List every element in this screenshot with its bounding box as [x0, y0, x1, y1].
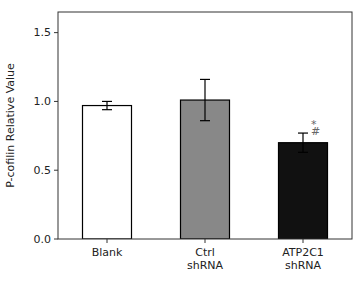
x-tick-label-line: shRNA [187, 259, 224, 272]
y-tick [54, 101, 58, 102]
error-bar [298, 133, 308, 152]
error-bar [200, 79, 210, 120]
bar [279, 143, 328, 239]
y-tick [54, 170, 58, 171]
error-line [204, 79, 205, 120]
error-cap [102, 109, 112, 110]
chart-svg: 0.00.51.01.5BlankCtrlshRNAATP2C1shRNAP-c… [0, 0, 364, 283]
x-tick-label-line: Blank [92, 246, 123, 259]
error-cap [298, 132, 308, 133]
x-tick-label: CtrlshRNA [187, 246, 224, 272]
x-tick-label-line: shRNA [285, 259, 322, 272]
error-line [302, 133, 303, 152]
plot-frame [58, 12, 352, 239]
error-line [106, 101, 107, 109]
error-cap [298, 152, 308, 153]
bar [181, 100, 230, 239]
error-cap [200, 120, 210, 121]
error-bar [102, 101, 112, 109]
y-tick [54, 239, 58, 240]
annotation: # [311, 125, 320, 138]
x-tick-label-line: Ctrl [195, 246, 215, 259]
error-cap [102, 101, 112, 102]
x-tick [107, 239, 108, 243]
y-axis-label: P-cofilin Relative Value [4, 63, 17, 188]
x-tick-label: ATP2C1shRNA [282, 246, 324, 272]
y-tick-label: 0.5 [34, 164, 52, 177]
bar [83, 106, 132, 239]
x-tick-label-line: ATP2C1 [282, 246, 324, 259]
y-tick-label: 1.5 [34, 26, 52, 39]
x-tick [303, 239, 304, 243]
chart-container: 0.00.51.01.5BlankCtrlshRNAATP2C1shRNAP-c… [0, 0, 364, 283]
x-tick [205, 239, 206, 243]
x-tick-label: Blank [92, 246, 123, 259]
plot-marks [83, 79, 328, 239]
error-cap [200, 79, 210, 80]
y-tick-label: 1.0 [34, 95, 52, 108]
y-tick-label: 0.0 [34, 233, 52, 246]
y-tick [54, 32, 58, 33]
